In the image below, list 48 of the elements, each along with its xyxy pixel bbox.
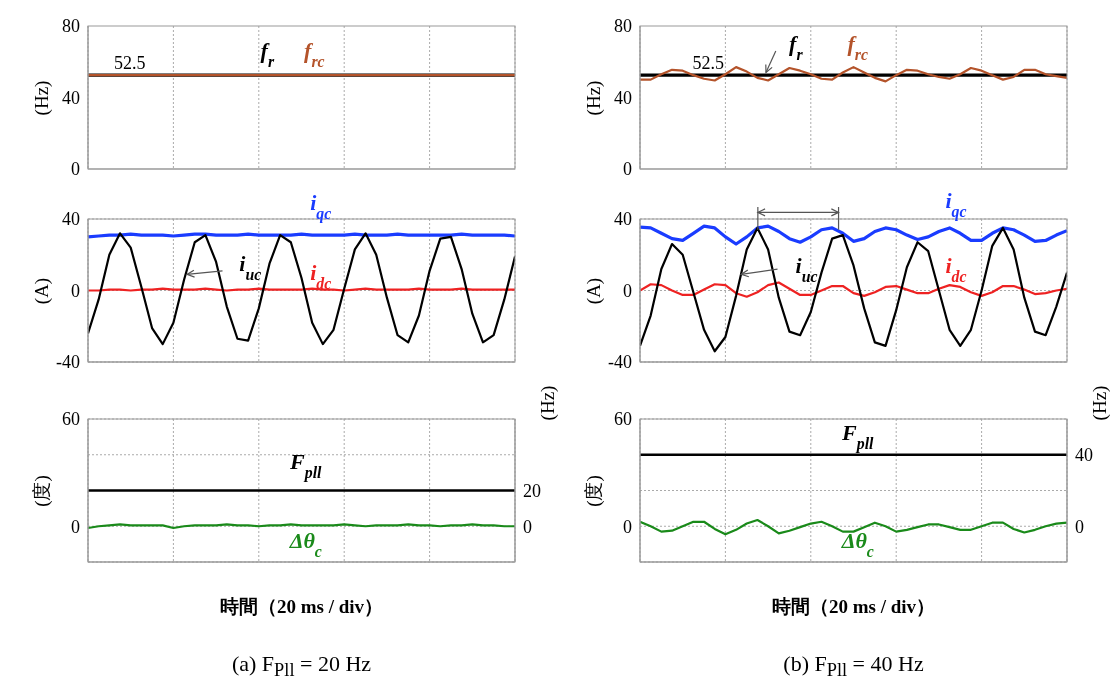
y-tick-label: 60 bbox=[614, 409, 632, 430]
annotation: 52.5 bbox=[692, 53, 725, 74]
series-label: i$_{qc}$ bbox=[945, 188, 967, 221]
series-label: i$_{uc}$ bbox=[795, 252, 818, 285]
series-label: i$_{dc}$ bbox=[945, 252, 967, 285]
y-tick-label: 40 bbox=[62, 87, 80, 108]
y-tick-label: 0 bbox=[71, 516, 80, 537]
series-label: Δθ$_{c}$ bbox=[288, 527, 322, 560]
text: (b) F$_{Pll}$ = 40 Hz bbox=[782, 651, 925, 682]
y-axis-title: (度) bbox=[582, 474, 605, 507]
y-tick-label: 0 bbox=[623, 516, 632, 537]
series-label: Δθ$_{c}$ bbox=[840, 527, 874, 560]
x-axis-title: 時間（20 ms / div） bbox=[218, 595, 385, 619]
series-label: i$_{dc}$ bbox=[310, 259, 332, 292]
y2-axis-title: (Hz) bbox=[1088, 385, 1111, 421]
series-label: f$_{r}$ bbox=[260, 38, 275, 70]
y2-tick-label: 0 bbox=[523, 516, 532, 537]
series-label: i$_{qc}$ bbox=[310, 190, 332, 223]
y-tick-label: 0 bbox=[71, 159, 80, 180]
y-tick-label: 80 bbox=[614, 16, 632, 37]
series-label: F$_{pll}$ bbox=[841, 420, 875, 453]
y-tick-label: 40 bbox=[614, 87, 632, 108]
series-label: F$_{pll}$ bbox=[289, 449, 323, 482]
y-axis-title: (Hz) bbox=[582, 80, 605, 115]
y-tick-label: 80 bbox=[62, 16, 80, 37]
y-tick-label: 0 bbox=[623, 280, 632, 301]
y-tick-label: 60 bbox=[62, 409, 80, 430]
y2-tick-label: 40 bbox=[1075, 445, 1093, 466]
y-axis-title: (A) bbox=[582, 277, 605, 304]
y-tick-label: -40 bbox=[608, 352, 632, 373]
annotation: 52.5 bbox=[114, 53, 146, 74]
y2-axis-title: (Hz) bbox=[536, 385, 559, 421]
y-tick-label: 40 bbox=[62, 209, 80, 230]
y-axis-title: (度) bbox=[30, 474, 53, 507]
y-axis-title: (A) bbox=[30, 277, 53, 304]
series-label: f$_{rc}$ bbox=[304, 38, 325, 70]
y2-tick-label: 20 bbox=[523, 480, 541, 501]
series-label: f$_{rc}$ bbox=[847, 31, 869, 63]
series-label: i$_{uc}$ bbox=[239, 250, 262, 283]
y-tick-label: 0 bbox=[71, 280, 80, 301]
y-tick-label: 40 bbox=[614, 209, 632, 230]
x-axis-title: 時間（20 ms / div） bbox=[770, 595, 937, 619]
y2-tick-label: 0 bbox=[1075, 516, 1084, 537]
y-tick-label: 0 bbox=[623, 159, 632, 180]
series-label: f$_{r}$ bbox=[789, 31, 804, 63]
text: (a) F$_{Pll}$ = 20 Hz bbox=[230, 651, 373, 682]
y-axis-title: (Hz) bbox=[30, 80, 53, 115]
y-tick-label: -40 bbox=[56, 352, 80, 373]
